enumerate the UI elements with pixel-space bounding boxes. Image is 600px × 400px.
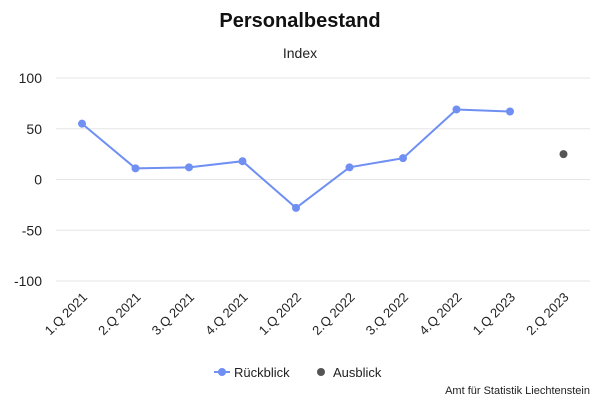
data-point[interactable]: [345, 163, 354, 172]
x-tick-label: 1.Q 2022: [256, 290, 304, 338]
data-point[interactable]: [131, 164, 140, 173]
series-line: [81, 108, 511, 210]
y-tick-label: -100: [14, 273, 42, 289]
data-point[interactable]: [559, 150, 568, 159]
series-layer: [78, 105, 568, 212]
x-tick-label: 1.Q 2023: [470, 290, 518, 338]
chart-title: Personalbestand: [219, 10, 380, 32]
credit-text: Amt für Statistik Liechtenstein: [445, 385, 590, 397]
x-axis-ticks: 1.Q 2021 2.Q 2021 3.Q 2021 4.Q 2021 1.Q 2022…: [42, 290, 572, 338]
x-tick-label: 2.Q 2022: [309, 290, 357, 338]
legend-item[interactable]: Rückblick: [214, 365, 290, 380]
x-tick-label: 3.Q 2021: [149, 290, 197, 338]
data-point[interactable]: [399, 154, 407, 163]
data-point[interactable]: [292, 203, 300, 212]
y-tick-label: 50: [26, 121, 42, 137]
data-point[interactable]: [78, 119, 86, 128]
data-point[interactable]: [238, 157, 247, 166]
legend-marker: [218, 368, 226, 376]
x-tick-label: 2.Q 2023: [523, 290, 571, 338]
y-axis-ticks: 100 50 0 -50 -100: [14, 70, 42, 289]
gridlines: [56, 77, 590, 282]
legend-marker: [317, 368, 325, 376]
chart-subtitle: Index: [283, 45, 317, 61]
y-tick-label: 100: [19, 70, 43, 86]
legend: Rückblick Ausblick: [214, 365, 382, 380]
x-tick-label: 4.Q 2022: [416, 290, 464, 338]
data-point[interactable]: [185, 163, 193, 172]
y-tick-label: -50: [22, 222, 42, 238]
x-tick-label: 3.Q 2022: [363, 290, 411, 338]
data-point[interactable]: [452, 105, 461, 114]
data-point[interactable]: [506, 107, 514, 116]
y-tick-label: 0: [34, 172, 42, 188]
x-tick-label: 2.Q 2021: [95, 290, 143, 338]
x-tick-label: 4.Q 2021: [202, 290, 250, 338]
legend-label: Rückblick: [234, 365, 290, 380]
x-tick-label: 1.Q 2021: [42, 290, 90, 338]
legend-label: Ausblick: [333, 365, 382, 380]
legend-item[interactable]: Ausblick: [317, 365, 382, 380]
